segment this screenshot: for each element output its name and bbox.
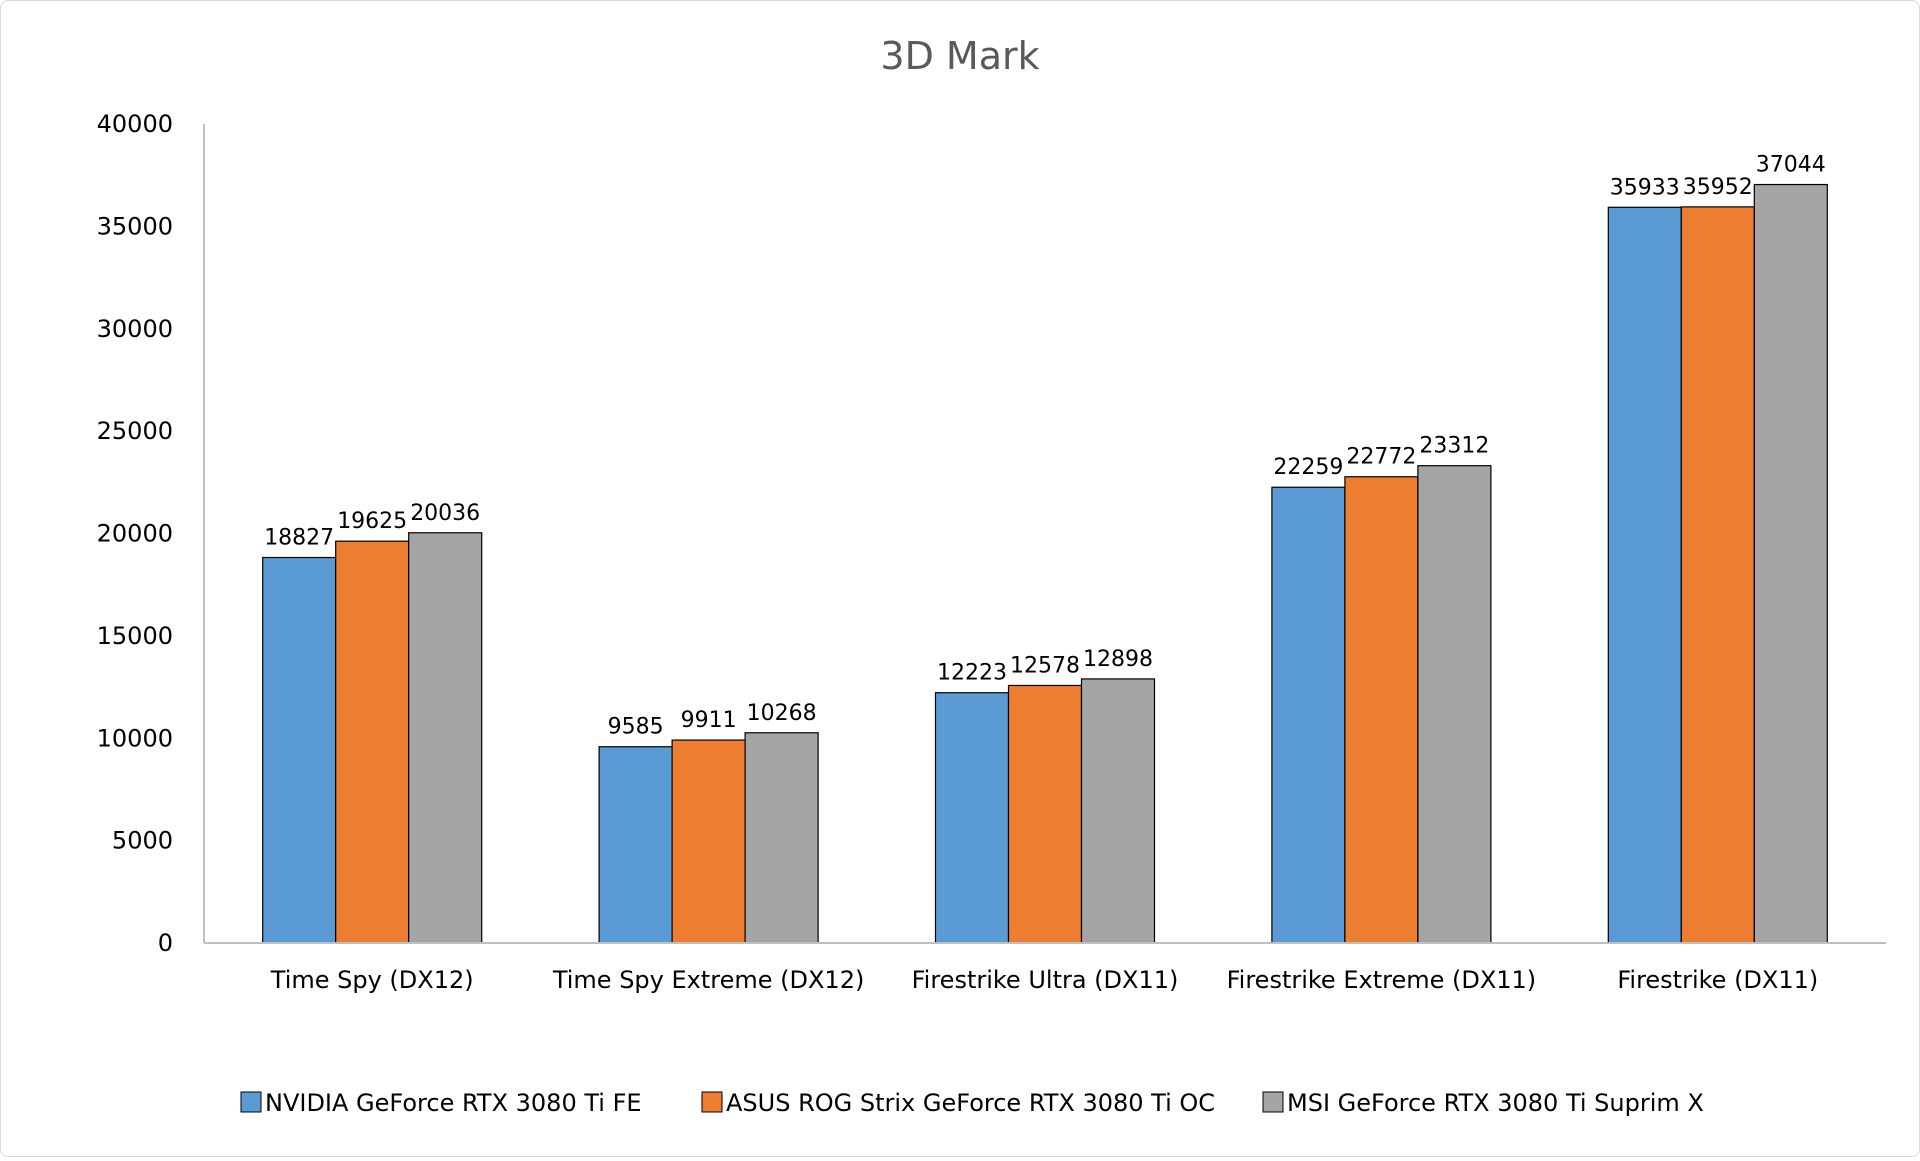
bar <box>335 540 410 944</box>
legend-label: NVIDIA GeForce RTX 3080 Ti FE <box>265 1089 642 1117</box>
y-tick-label: 25000 <box>97 417 173 445</box>
y-axis: 0 5000 10000 15000 20000 25000 30000 35000 40000 <box>97 110 205 957</box>
data-label: 12223 <box>937 661 1007 686</box>
x-tick-label: Firestrike Ultra (DX11) <box>912 966 1179 994</box>
legend-label: MSI GeForce RTX 3080 Ti Suprim X <box>1287 1089 1704 1117</box>
data-label: 20036 <box>410 501 480 526</box>
y-tick-label: 30000 <box>97 315 173 343</box>
data-label: 35933 <box>1610 175 1680 200</box>
x-tick-label: Time Spy Extreme (DX12) <box>552 966 865 994</box>
y-tick-label: 20000 <box>97 520 173 548</box>
data-label: 12578 <box>1010 653 1080 678</box>
legend-swatch <box>1262 1091 1284 1113</box>
data-label: 9585 <box>608 715 664 740</box>
x-tick-label: Firestrike (DX11) <box>1617 966 1818 994</box>
bar <box>1417 465 1492 944</box>
data-label: 10268 <box>747 701 817 726</box>
bar <box>1344 476 1419 944</box>
x-axis: Time Spy (DX12) Time Spy Extreme (DX12) Fi… <box>204 942 1886 994</box>
bar <box>934 692 1010 944</box>
chart-title: 3D Mark <box>880 34 1039 78</box>
bar <box>671 739 746 944</box>
y-tick-label: 5000 <box>112 827 173 855</box>
bar <box>1680 206 1755 944</box>
data-label: 22259 <box>1273 455 1343 480</box>
data-label: 18827 <box>264 526 334 551</box>
bar <box>1080 678 1156 944</box>
y-tick-label: 40000 <box>97 110 173 138</box>
data-label: 12898 <box>1083 647 1153 672</box>
legend-swatch <box>701 1091 723 1113</box>
data-label: 22772 <box>1346 445 1416 470</box>
data-label: 37044 <box>1756 153 1826 178</box>
bar <box>408 532 483 944</box>
data-label: 35952 <box>1683 175 1753 200</box>
bar <box>744 732 819 944</box>
data-label: 19625 <box>337 509 407 534</box>
bar <box>598 746 673 944</box>
x-tick-label: Time Spy (DX12) <box>270 966 474 994</box>
y-tick-label: 35000 <box>97 212 173 240</box>
bar <box>262 556 337 944</box>
y-tick-label: 10000 <box>97 724 173 752</box>
y-tick-label: 0 <box>158 929 173 957</box>
data-label: 9911 <box>681 708 737 733</box>
data-label: 23312 <box>1419 434 1489 459</box>
legend-label: ASUS ROG Strix GeForce RTX 3080 Ti OC <box>726 1089 1215 1117</box>
bar <box>1007 684 1083 944</box>
x-tick-label: Firestrike Extreme (DX11) <box>1227 966 1537 994</box>
legend-swatch <box>240 1091 262 1113</box>
bar <box>1607 206 1682 944</box>
y-tick-label: 15000 <box>97 622 173 650</box>
bar <box>1753 183 1828 944</box>
bars-group <box>262 183 1828 944</box>
bar <box>1271 486 1346 944</box>
legend: NVIDIA GeForce RTX 3080 Ti FE ASUS ROG St… <box>240 1089 1704 1117</box>
